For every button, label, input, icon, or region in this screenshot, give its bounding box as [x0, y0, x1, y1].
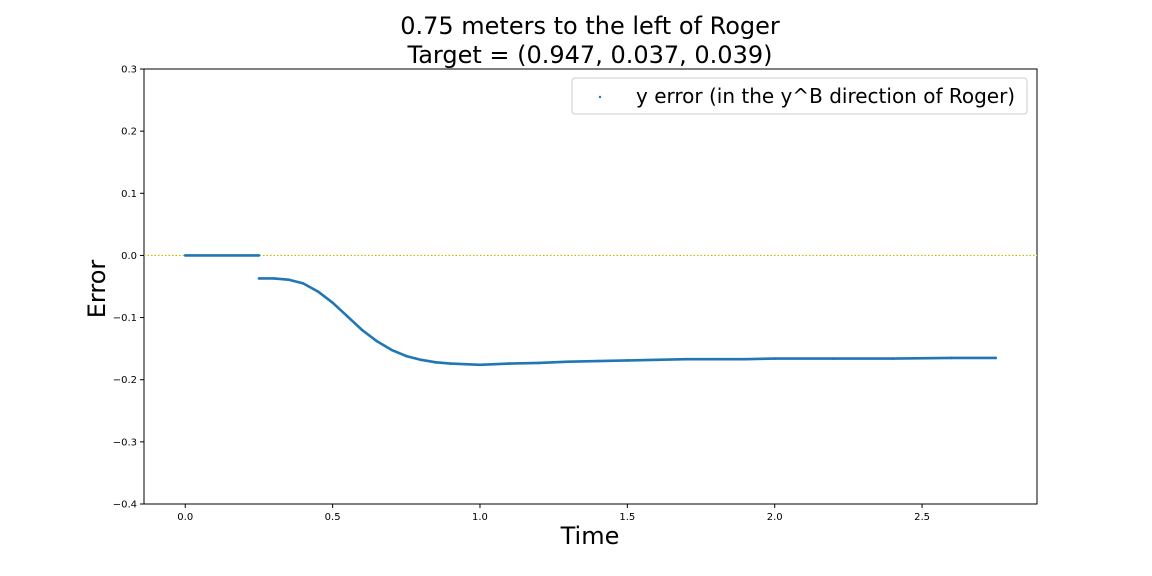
- data-point: [508, 362, 511, 365]
- y-tick-label: 0.1: [121, 189, 137, 200]
- y-tick-label: 0.0: [121, 251, 137, 262]
- x-tick-label: 0.0: [177, 512, 193, 523]
- data-point: [596, 359, 600, 363]
- plot-area: [143, 68, 1038, 505]
- data-point: [257, 277, 261, 280]
- data-point: [375, 339, 379, 343]
- data-point: [655, 358, 659, 362]
- data-point: [257, 254, 261, 257]
- data-point: [832, 357, 835, 360]
- data-point: [463, 362, 467, 366]
- x-tick-label: 0.5: [325, 512, 341, 523]
- y-tick-label: −0.2: [113, 375, 137, 386]
- data-point: [950, 356, 953, 360]
- legend-box: [571, 77, 1028, 115]
- data-point: [449, 362, 452, 365]
- data-point: [301, 282, 305, 285]
- x-tick-label: 1.5: [619, 512, 635, 523]
- data-point: [567, 360, 570, 363]
- x-tick-label: 2.5: [914, 512, 930, 523]
- y-tick-label: 0.3: [121, 65, 137, 76]
- chart-title-line-1: 0.75 meters to the left of Roger: [400, 12, 780, 40]
- data-point: [287, 278, 290, 281]
- x-axis: 0.0 0.5 1.0 1.5 2.0 2.5: [177, 504, 930, 523]
- data-point: [272, 277, 275, 280]
- y-axis-label: Error: [83, 260, 111, 319]
- data-point: [994, 356, 998, 360]
- data-point: [891, 357, 894, 360]
- x-tick-label: 2.0: [767, 512, 783, 523]
- data-point: [316, 290, 320, 293]
- y-axis: 0.3 0.2 0.1 0.0 −0.1 −0.2 −0.3 −0.4: [113, 65, 144, 511]
- data-point: [346, 315, 349, 318]
- data-point: [331, 301, 334, 304]
- data-point: [183, 254, 187, 257]
- data-point: [743, 357, 747, 361]
- y-tick-label: −0.3: [113, 437, 137, 448]
- data-point: [537, 361, 541, 365]
- x-tick-label: 1.0: [472, 512, 488, 523]
- y-tick-label: −0.4: [113, 500, 137, 511]
- data-point: [419, 358, 423, 362]
- data-point: [478, 363, 482, 367]
- series-trace: [258, 277, 996, 367]
- legend-marker: [598, 95, 602, 99]
- series-y-error: [183, 254, 998, 367]
- data-point: [405, 354, 408, 358]
- x-axis-label: Time: [560, 522, 620, 550]
- data-point: [626, 359, 629, 362]
- legend: y error (in the y^B direction of Roger): [571, 77, 1028, 115]
- data-point: [684, 357, 688, 361]
- legend-label: y error (in the y^B direction of Roger): [636, 84, 1015, 108]
- data-point: [773, 357, 776, 360]
- y-tick-label: −0.1: [113, 313, 137, 324]
- data-point: [714, 357, 718, 361]
- data-point: [434, 361, 438, 364]
- data-point: [390, 348, 393, 352]
- chart-title-line-2: Target = (0.947, 0.037, 0.039): [407, 41, 773, 69]
- y-tick-label: 0.2: [121, 127, 137, 138]
- data-point: [493, 362, 497, 366]
- data-point: [360, 328, 364, 332]
